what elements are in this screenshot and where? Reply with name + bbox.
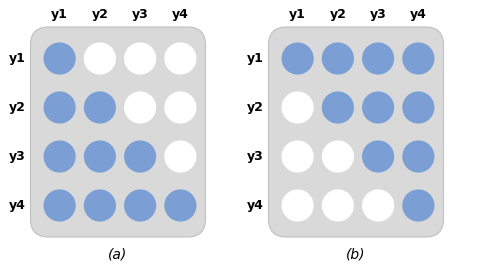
Circle shape xyxy=(402,92,434,124)
Circle shape xyxy=(322,189,354,222)
FancyBboxPatch shape xyxy=(268,27,443,237)
Circle shape xyxy=(124,140,156,173)
Text: y4: y4 xyxy=(172,8,189,21)
Circle shape xyxy=(44,92,76,124)
Circle shape xyxy=(282,140,314,173)
Text: y1: y1 xyxy=(247,52,263,65)
Circle shape xyxy=(84,140,116,173)
Circle shape xyxy=(322,92,354,124)
Text: y4: y4 xyxy=(410,8,427,21)
Circle shape xyxy=(362,140,394,173)
Circle shape xyxy=(124,42,156,75)
Circle shape xyxy=(282,92,314,124)
Circle shape xyxy=(282,42,314,75)
Circle shape xyxy=(402,140,434,173)
Circle shape xyxy=(124,92,156,124)
Text: y2: y2 xyxy=(329,8,346,21)
Circle shape xyxy=(164,42,196,75)
Text: (a): (a) xyxy=(108,247,127,261)
Circle shape xyxy=(84,42,116,75)
Circle shape xyxy=(84,189,116,222)
Text: y3: y3 xyxy=(370,8,386,21)
Text: y4: y4 xyxy=(247,199,263,212)
Text: y1: y1 xyxy=(289,8,306,21)
Text: y3: y3 xyxy=(9,150,25,163)
Circle shape xyxy=(282,189,314,222)
Circle shape xyxy=(402,189,434,222)
Text: y2: y2 xyxy=(8,101,25,114)
Circle shape xyxy=(362,42,394,75)
Text: y1: y1 xyxy=(51,8,68,21)
Text: y1: y1 xyxy=(8,52,25,65)
Circle shape xyxy=(44,42,76,75)
Text: y3: y3 xyxy=(132,8,148,21)
Circle shape xyxy=(84,92,116,124)
Text: y2: y2 xyxy=(91,8,108,21)
Circle shape xyxy=(322,42,354,75)
Text: y2: y2 xyxy=(247,101,263,114)
Text: (b): (b) xyxy=(346,247,366,261)
Text: y4: y4 xyxy=(8,199,25,212)
Circle shape xyxy=(362,189,394,222)
Circle shape xyxy=(164,140,196,173)
Circle shape xyxy=(322,140,354,173)
Circle shape xyxy=(402,42,434,75)
FancyBboxPatch shape xyxy=(30,27,205,237)
Circle shape xyxy=(124,189,156,222)
Circle shape xyxy=(44,140,76,173)
Circle shape xyxy=(164,92,196,124)
Circle shape xyxy=(164,189,196,222)
Text: y3: y3 xyxy=(247,150,263,163)
Circle shape xyxy=(362,92,394,124)
Circle shape xyxy=(44,189,76,222)
